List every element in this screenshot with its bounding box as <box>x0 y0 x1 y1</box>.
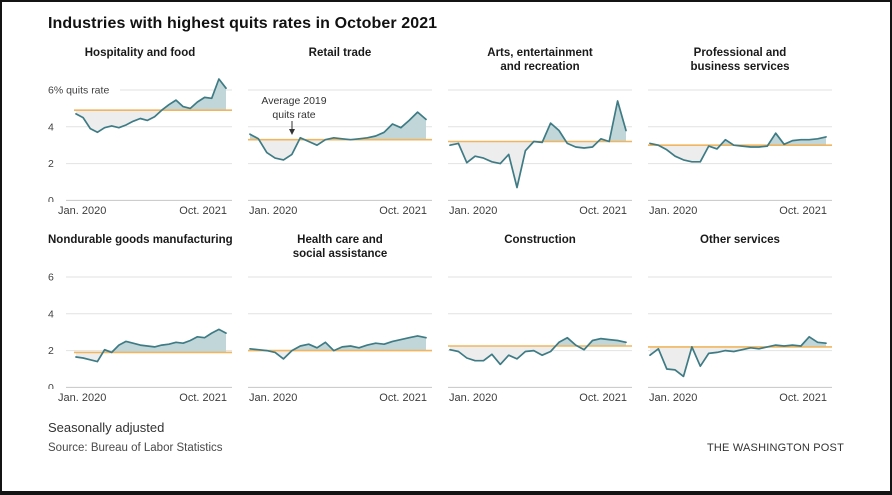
x-axis-label-end: Oct. 2021 <box>579 392 627 404</box>
y-tick-label: 4 <box>48 308 54 320</box>
quits-rate-line <box>75 328 227 363</box>
x-axis-label-start: Jan. 2020 <box>449 392 498 404</box>
x-axis-label-start: Jan. 2020 <box>58 392 107 404</box>
x-axis-label-start: Jan. 2020 <box>58 205 107 217</box>
quits-rate-line <box>75 78 227 134</box>
quits-rate-line <box>249 335 427 360</box>
quits-rate-line <box>649 132 827 163</box>
area-below-average <box>76 110 162 133</box>
x-axis-labels: Jan. 2020 Oct. 2021 <box>248 202 432 217</box>
area-above-average <box>76 329 226 353</box>
panel-title: Arts, entertainment and recreation <box>487 47 593 73</box>
x-axis-label-start: Jan. 2020 <box>649 392 698 404</box>
note-seasonally-adjusted: Seasonally adjusted <box>48 420 165 435</box>
y-tick-label: 2 <box>48 345 54 357</box>
y-tick-label: 0 <box>48 195 54 202</box>
quits-rate-line <box>249 111 427 161</box>
x-axis-labels: Jan. 2020 Oct. 2021 <box>648 202 832 217</box>
y-tick-label: 4 <box>48 121 54 133</box>
y-tick-label: 6% quits rate <box>48 85 109 97</box>
panel-construction: Construction Jan. 2020 Oct. 2021 <box>448 233 632 404</box>
x-axis-label-end: Oct. 2021 <box>179 205 227 217</box>
chart-nondurable-goods-manufacturing: 6 4 2 0 <box>48 272 232 389</box>
panel-title: Professional and business services <box>690 47 790 73</box>
x-axis-labels: Jan. 2020 Oct. 2021 <box>448 389 632 404</box>
area-below-average <box>450 346 626 365</box>
x-axis-label-end: Oct. 2021 <box>779 392 827 404</box>
chart-arts-entertainment-and-recreation <box>448 89 632 201</box>
x-axis-labels: Jan. 2020 Oct. 2021 <box>448 202 632 217</box>
panel-title: Retail trade <box>308 47 372 59</box>
area-below-average <box>650 145 826 162</box>
panel-arts-entertainment-and-recreation: Arts, entertainment and recreation Jan. 20… <box>448 46 632 217</box>
footer-notes: Seasonally adjusted Source: Bureau of La… <box>48 420 223 454</box>
chart-professional-and-business-services <box>648 89 832 201</box>
panel-title: Other services <box>700 234 780 246</box>
panel-title: Nondurable goods manufacturing <box>48 234 233 246</box>
x-axis-label-end: Oct. 2021 <box>179 392 227 404</box>
annotation-text: quits rate <box>272 109 315 121</box>
panel-health-care-and-social-assistance: Health care and social assistance Jan. 202… <box>248 233 432 404</box>
panel-title: Construction <box>504 234 576 246</box>
x-axis-labels: Jan. 2020 Oct. 2021 <box>48 202 232 217</box>
x-axis-labels: Jan. 2020 Oct. 2021 <box>48 389 232 404</box>
area-below-average <box>258 139 326 160</box>
chart-health-care-and-social-assistance <box>248 276 432 388</box>
quits-rate-line <box>449 100 627 189</box>
area-below-average <box>650 346 768 377</box>
area-above-average <box>250 335 426 351</box>
x-axis-label-end: Oct. 2021 <box>379 392 427 404</box>
footer: Seasonally adjusted Source: Bureau of La… <box>48 420 844 454</box>
publisher-credit: THE WASHINGTON POST <box>706 442 844 454</box>
area-below-average <box>76 352 103 362</box>
chart-other-services <box>648 276 832 388</box>
panel-hospitality-and-food: Hospitality and food 6% quits rate 4 2 0 Jan.… <box>48 46 232 217</box>
x-axis-label-start: Jan. 2020 <box>249 205 298 217</box>
panel-grid: Hospitality and food 6% quits rate 4 2 0 Jan.… <box>48 46 832 404</box>
panel-title: Health care and social assistance <box>292 234 388 260</box>
area-below-average <box>450 141 626 188</box>
x-axis-label-start: Jan. 2020 <box>449 205 498 217</box>
area-above-average <box>450 337 626 346</box>
x-axis-label-end: Oct. 2021 <box>579 205 627 217</box>
panel-retail-trade: Retail trade Average 2019 quits rate Jan. 2… <box>248 46 432 217</box>
x-axis-label-end: Oct. 2021 <box>379 205 427 217</box>
panel-title: Hospitality and food <box>84 47 196 59</box>
panel-nondurable-goods-manufacturing: Nondurable goods manufacturing 6 4 2 0 Jan. 2… <box>48 233 233 404</box>
x-axis-labels: Jan. 2020 Oct. 2021 <box>248 389 432 404</box>
chart-hospitality-and-food: 6% quits rate 4 2 0 <box>48 78 232 202</box>
x-axis-label-end: Oct. 2021 <box>779 205 827 217</box>
x-axis-label-start: Jan. 2020 <box>649 205 698 217</box>
annotation-arrowhead-icon <box>289 129 295 135</box>
area-above-average <box>76 79 226 111</box>
quits-rate-line <box>449 336 627 366</box>
x-axis-labels: Jan. 2020 Oct. 2021 <box>648 389 832 404</box>
source-line: Source: Bureau of Labor Statistics <box>48 442 223 454</box>
quits-rate-line <box>649 335 827 378</box>
page-title: Industries with highest quits rates in O… <box>48 15 438 32</box>
y-tick-label: 6 <box>48 272 54 284</box>
area-below-average <box>250 350 426 359</box>
x-axis-label-start: Jan. 2020 <box>249 392 298 404</box>
y-tick-label: 2 <box>48 158 54 170</box>
annotation-text: Average 2019 <box>261 95 326 107</box>
chart-construction <box>448 276 632 388</box>
panel-professional-and-business-services: Professional and business services Jan. 20… <box>648 46 832 217</box>
chart-retail-trade: Average 2019 quits rate <box>248 89 432 201</box>
panel-other-services: Other services Jan. 2020 Oct. 2021 <box>648 233 832 404</box>
y-tick-label: 0 <box>48 382 54 389</box>
